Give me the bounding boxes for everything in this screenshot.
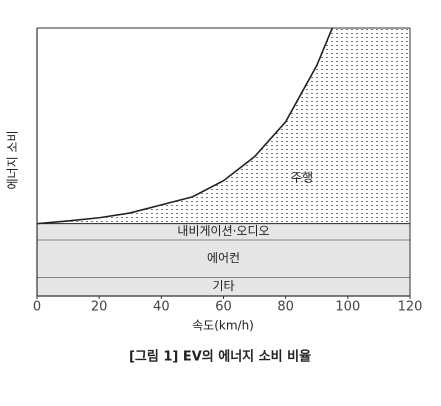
series-label: 내비게이션·오디오 — [177, 224, 269, 238]
series-label: 주행 — [291, 170, 313, 185]
area — [37, 239, 410, 278]
x-tick-label: 120 — [398, 300, 423, 315]
x-tick-label: 40 — [153, 300, 170, 315]
caption: [그림 1] EV의 에너지 소비 비율 — [129, 349, 311, 365]
series-label: 기타 — [212, 279, 234, 293]
x-tick-label: 20 — [91, 300, 108, 315]
series-label: 에어컨 — [207, 251, 240, 265]
area — [37, 28, 410, 224]
area — [37, 277, 410, 296]
x-tick-label: 0 — [33, 300, 41, 315]
x-tick-label: 80 — [277, 300, 294, 315]
area-edge — [37, 28, 334, 225]
x-tick-label: 100 — [335, 300, 360, 315]
area — [37, 223, 410, 240]
y-axis-label: 에너지 소비 — [6, 130, 20, 189]
x-axis-label: 속도(km/h) — [192, 319, 254, 333]
x-tick-label: 60 — [215, 300, 232, 315]
plot-area — [37, 28, 410, 296]
